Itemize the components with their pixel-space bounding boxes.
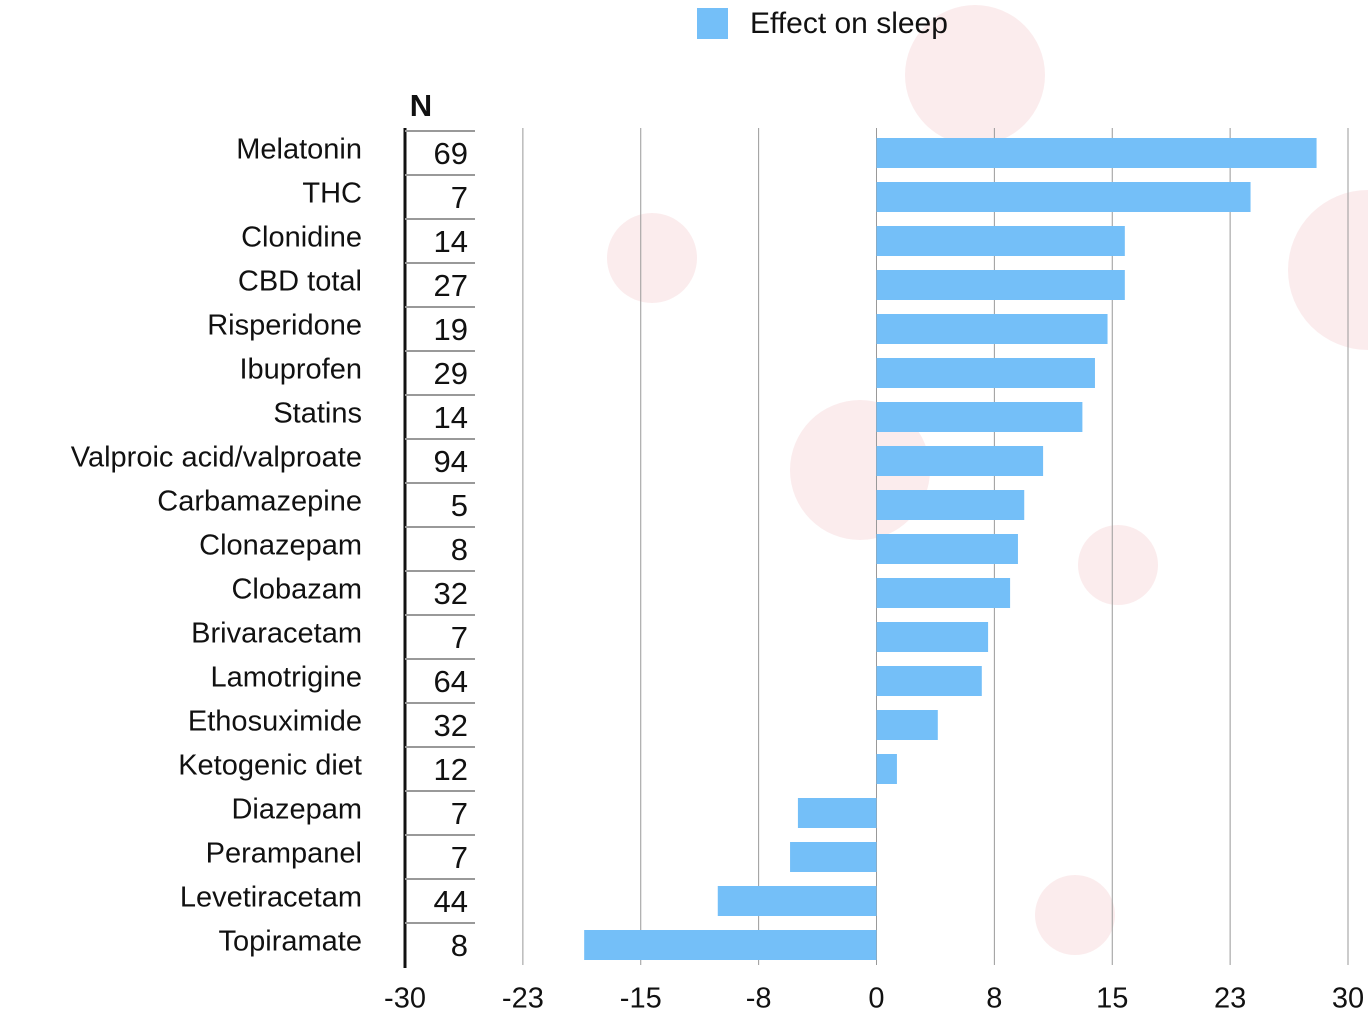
legend-label: Effect on sleep [750, 7, 948, 40]
x-tick-label: 23 [1214, 983, 1246, 1015]
category-label: Perampanel [206, 838, 362, 870]
n-value: 32 [434, 576, 468, 611]
n-value: 8 [451, 928, 468, 963]
category-label: Valproic acid/valproate [71, 442, 362, 474]
n-value: 14 [434, 224, 468, 259]
n-value: 29 [434, 356, 468, 391]
n-value: 69 [434, 136, 468, 171]
n-value: 64 [434, 664, 468, 699]
x-tick-label: -23 [502, 983, 544, 1015]
category-label: Clobazam [231, 574, 362, 606]
n-value: 94 [434, 444, 468, 479]
bar [876, 182, 1251, 212]
category-label: Topiramate [219, 926, 362, 958]
n-value: 32 [434, 708, 468, 743]
n-value: 12 [434, 752, 468, 787]
legend-swatch [697, 8, 728, 39]
n-value: 7 [451, 180, 468, 215]
category-label: Ethosuximide [188, 706, 362, 738]
category-label: Levetiracetam [180, 882, 362, 914]
bar [876, 578, 1011, 608]
n-value: 14 [434, 400, 468, 435]
bar [797, 798, 877, 828]
x-tick-label: 8 [986, 983, 1002, 1015]
x-tick-label: 0 [868, 983, 884, 1015]
category-label: Diazepam [231, 794, 362, 826]
category-label: Ibuprofen [239, 354, 362, 386]
bar [876, 138, 1317, 168]
n-value: 7 [451, 620, 468, 655]
bar [876, 666, 982, 696]
bar [876, 402, 1083, 432]
n-value: 7 [451, 840, 468, 875]
x-tick-label: 30 [1332, 983, 1364, 1015]
n-value: 7 [451, 796, 468, 831]
category-label: Melatonin [236, 134, 362, 166]
n-value: 44 [434, 884, 468, 919]
bar [876, 622, 989, 652]
category-label: THC [302, 178, 362, 210]
bar [584, 930, 877, 960]
category-label: Brivaracetam [191, 618, 362, 650]
bar [876, 754, 897, 784]
x-tick-label: -15 [620, 983, 662, 1015]
category-label: Statins [273, 398, 362, 430]
bar [876, 710, 938, 740]
bar [876, 314, 1108, 344]
bar [876, 446, 1044, 476]
bar [876, 490, 1025, 520]
x-tick-label: 15 [1096, 983, 1128, 1015]
bar [876, 270, 1125, 300]
n-value: 5 [451, 488, 468, 523]
category-label: Clonazepam [199, 530, 362, 562]
bar [790, 842, 877, 872]
category-label: CBD total [238, 266, 362, 298]
n-value: 19 [434, 312, 468, 347]
category-label: Risperidone [207, 310, 362, 342]
n-value: 8 [451, 532, 468, 567]
x-tick-label: -8 [746, 983, 772, 1015]
bar [876, 534, 1018, 564]
bar [876, 226, 1125, 256]
category-label: Ketogenic diet [178, 750, 362, 782]
category-label: Lamotrigine [210, 662, 362, 694]
x-tick-label: -30 [384, 983, 426, 1015]
n-header: N [410, 88, 432, 123]
category-label: Carbamazepine [157, 486, 362, 518]
n-value: 27 [434, 268, 468, 303]
category-label: Clonidine [241, 222, 362, 254]
bar [717, 886, 877, 916]
bar [876, 358, 1095, 388]
